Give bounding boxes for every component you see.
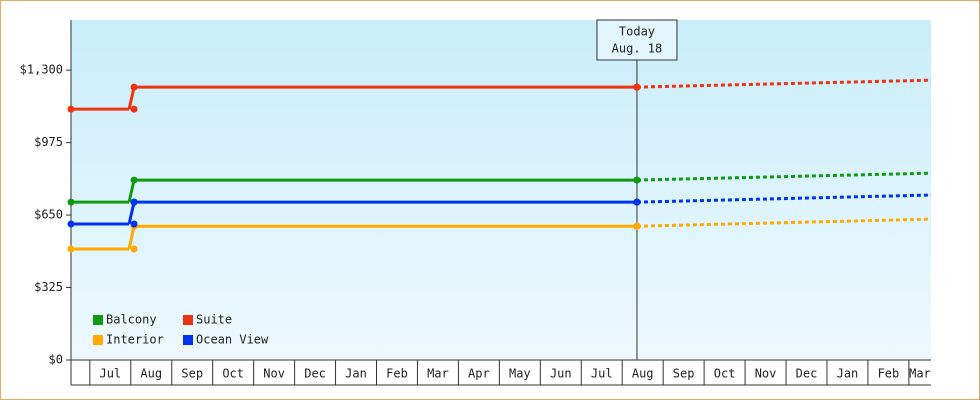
x-tick-label: Oct <box>222 367 244 381</box>
today-label: Today <box>619 25 655 39</box>
price-step <box>127 86 136 110</box>
price-point <box>130 105 138 113</box>
price-point <box>67 105 75 113</box>
x-tick-label: Sep <box>673 367 695 381</box>
forecast-line <box>636 171 932 182</box>
x-tick-label: May <box>509 367 531 381</box>
price-point <box>130 245 138 253</box>
x-tick-label: Jul <box>591 367 613 381</box>
legend-swatch <box>93 335 103 345</box>
x-tick-label: Nov <box>263 367 285 381</box>
x-tick-label: Jul <box>99 367 121 381</box>
price-point <box>130 176 138 184</box>
x-tick-label: Jan <box>345 367 367 381</box>
price-point <box>67 198 75 206</box>
plot-area <box>71 20 931 360</box>
today-label: Aug. 18 <box>612 42 663 56</box>
x-tick-label: Oct <box>714 367 736 381</box>
forecast-line <box>636 217 932 228</box>
price-point <box>130 220 138 228</box>
x-tick-label: Feb <box>386 367 408 381</box>
x-tick-label: Jun <box>550 367 572 381</box>
legend-label: Ocean View <box>196 333 269 347</box>
x-tick-label: Sep <box>181 367 203 381</box>
legend-label: Interior <box>106 333 164 347</box>
x-tick-label: Dec <box>796 367 818 381</box>
x-tick-label: Dec <box>304 367 326 381</box>
x-tick-label: Apr <box>468 367 490 381</box>
legend-label: Suite <box>196 313 232 327</box>
y-tick-label: $975 <box>34 135 63 149</box>
price-step <box>127 225 136 250</box>
y-tick-label: $325 <box>34 280 63 294</box>
x-tick-label: Mar <box>909 367 931 381</box>
x-tick-label: Mar <box>427 367 449 381</box>
legend-swatch <box>93 315 103 325</box>
legend-swatch <box>183 335 193 345</box>
legend-swatch <box>183 315 193 325</box>
y-tick-label: $650 <box>34 208 63 222</box>
price-point <box>633 198 641 206</box>
forecast-line <box>636 78 932 89</box>
x-tick-label: Jan <box>837 367 859 381</box>
price-point <box>67 245 75 253</box>
forecast-line <box>636 193 932 204</box>
price-step <box>127 201 136 225</box>
price-point <box>633 83 641 91</box>
price-point <box>67 220 75 228</box>
y-tick-label: $1,300 <box>20 63 63 77</box>
x-tick-label: Aug <box>632 367 654 381</box>
today-box <box>596 19 678 61</box>
price-point <box>130 83 138 91</box>
x-tick-label: Aug <box>140 367 162 381</box>
price-point <box>130 198 138 206</box>
legend-label: Balcony <box>106 313 157 327</box>
price-point <box>633 176 641 184</box>
price-point <box>633 222 641 230</box>
price-step <box>127 179 136 203</box>
y-tick-label: $0 <box>49 353 63 367</box>
x-tick-label: Feb <box>878 367 900 381</box>
x-tick-label: Nov <box>755 367 777 381</box>
